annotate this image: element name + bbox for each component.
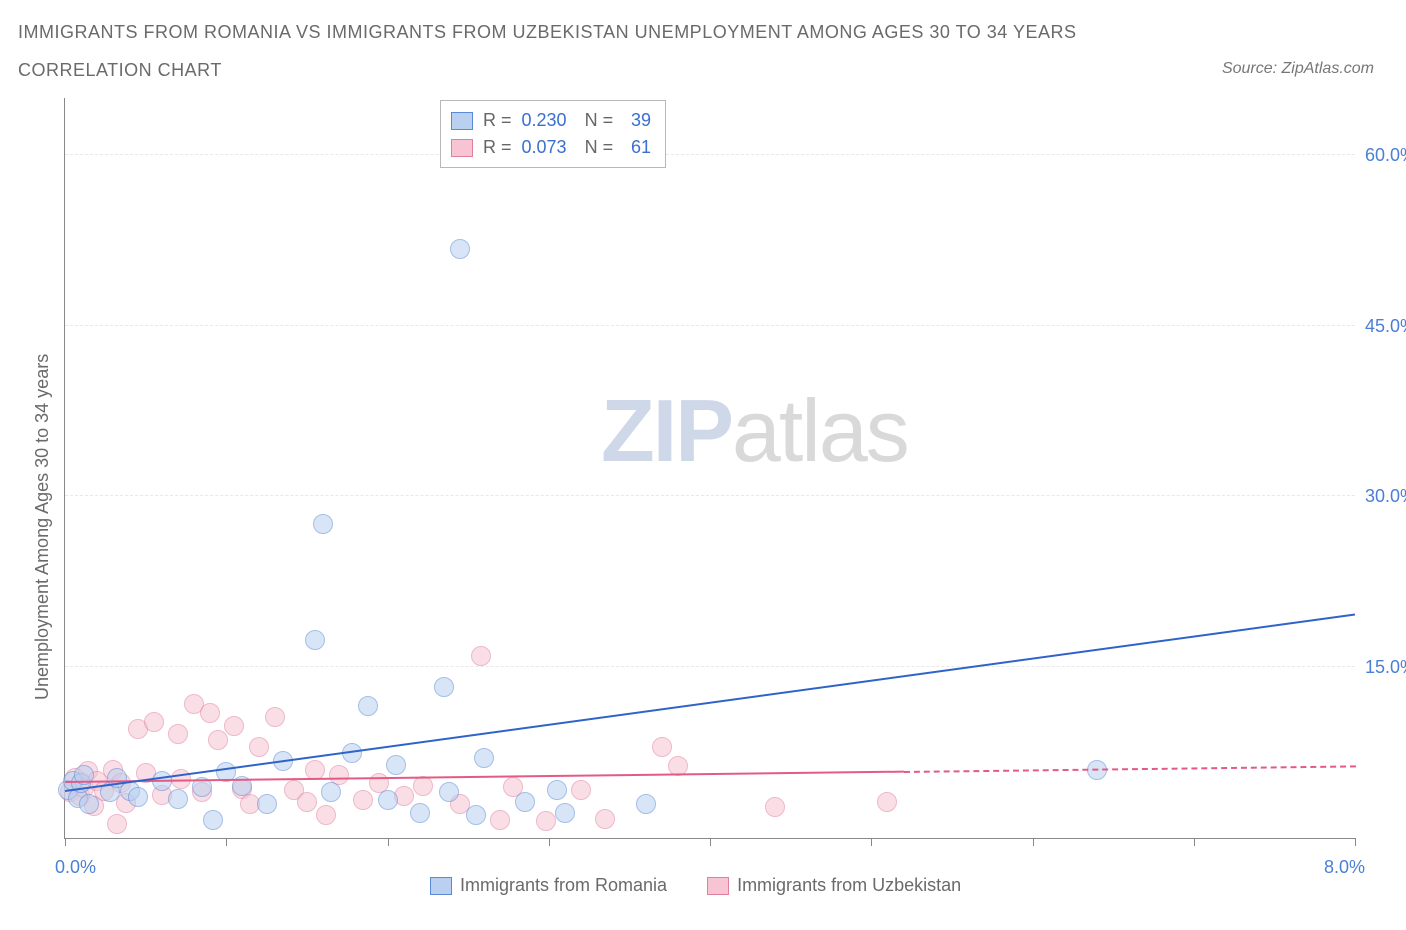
- data-point: [224, 716, 244, 736]
- stat-r-value: 0.073: [522, 134, 567, 161]
- data-point: [378, 790, 398, 810]
- stat-n-value: 61: [623, 134, 651, 161]
- stats-legend-box: R = 0.230 N = 39 R = 0.073 N = 61: [440, 100, 666, 168]
- gridline: [65, 495, 1355, 496]
- stats-row: R = 0.073 N = 61: [451, 134, 651, 161]
- data-point: [208, 730, 228, 750]
- data-point: [265, 707, 285, 727]
- data-point: [128, 787, 148, 807]
- data-point: [305, 760, 325, 780]
- data-point: [536, 811, 556, 831]
- series-swatch: [451, 139, 473, 157]
- data-point: [466, 805, 486, 825]
- stat-r-value: 0.230: [522, 107, 567, 134]
- y-tick-label: 45.0%: [1365, 316, 1406, 337]
- data-point: [636, 794, 656, 814]
- data-point: [353, 790, 373, 810]
- data-point: [107, 814, 127, 834]
- data-point: [316, 805, 336, 825]
- x-axis-max-label: 8.0%: [1324, 857, 1365, 878]
- watermark: ZIPatlas: [601, 380, 908, 482]
- legend-item: Immigrants from Uzbekistan: [707, 875, 961, 896]
- data-point: [386, 755, 406, 775]
- data-point: [200, 703, 220, 723]
- x-tick: [549, 838, 550, 846]
- series-swatch: [451, 112, 473, 130]
- data-point: [434, 677, 454, 697]
- bottom-legend: Immigrants from Romania Immigrants from U…: [430, 875, 961, 896]
- data-point: [321, 782, 341, 802]
- data-point: [765, 797, 785, 817]
- data-point: [652, 737, 672, 757]
- x-tick: [710, 838, 711, 846]
- data-point: [471, 646, 491, 666]
- data-point: [515, 792, 535, 812]
- data-point: [555, 803, 575, 823]
- trend-line: [65, 614, 1355, 792]
- y-tick-label: 15.0%: [1365, 657, 1406, 678]
- data-point: [474, 748, 494, 768]
- data-point: [571, 780, 591, 800]
- stat-n-label: N =: [585, 134, 614, 161]
- trend-line: [903, 765, 1355, 773]
- y-axis-title: Unemployment Among Ages 30 to 34 years: [32, 354, 53, 700]
- data-point: [144, 712, 164, 732]
- legend-item: Immigrants from Romania: [430, 875, 667, 896]
- stat-n-value: 39: [623, 107, 651, 134]
- plot-area: ZIPatlas 0.0% 8.0% 60.0%45.0%30.0%15.0%: [64, 98, 1355, 839]
- stat-r-label: R =: [483, 107, 512, 134]
- watermark-zip: ZIP: [601, 381, 732, 480]
- data-point: [439, 782, 459, 802]
- gridline: [65, 154, 1355, 155]
- watermark-atlas: atlas: [732, 381, 908, 480]
- data-point: [168, 789, 188, 809]
- data-point: [249, 737, 269, 757]
- source-label: Source: ZipAtlas.com: [1222, 60, 1374, 78]
- stats-row: R = 0.230 N = 39: [451, 107, 651, 134]
- y-tick-label: 30.0%: [1365, 486, 1406, 507]
- data-point: [547, 780, 567, 800]
- data-point: [79, 794, 99, 814]
- x-tick: [388, 838, 389, 846]
- data-point: [305, 630, 325, 650]
- x-tick: [1355, 838, 1356, 846]
- chart-title-line2: CORRELATION CHART: [18, 60, 222, 81]
- data-point: [203, 810, 223, 830]
- series-swatch: [430, 877, 452, 895]
- stat-n-label: N =: [585, 107, 614, 134]
- x-tick: [1194, 838, 1195, 846]
- gridline: [65, 325, 1355, 326]
- stat-r-label: R =: [483, 134, 512, 161]
- y-tick-label: 60.0%: [1365, 145, 1406, 166]
- data-point: [257, 794, 277, 814]
- x-tick: [1033, 838, 1034, 846]
- legend-label: Immigrants from Romania: [460, 875, 667, 896]
- data-point: [595, 809, 615, 829]
- data-point: [490, 810, 510, 830]
- data-point: [313, 514, 333, 534]
- series-swatch: [707, 877, 729, 895]
- data-point: [450, 239, 470, 259]
- data-point: [358, 696, 378, 716]
- gridline: [65, 666, 1355, 667]
- x-axis-min-label: 0.0%: [55, 857, 96, 878]
- chart-title-line1: IMMIGRANTS FROM ROMANIA VS IMMIGRANTS FR…: [18, 22, 1077, 43]
- x-tick: [226, 838, 227, 846]
- x-tick: [65, 838, 66, 846]
- data-point: [877, 792, 897, 812]
- x-tick: [871, 838, 872, 846]
- legend-label: Immigrants from Uzbekistan: [737, 875, 961, 896]
- data-point: [410, 803, 430, 823]
- data-point: [168, 724, 188, 744]
- data-point: [297, 792, 317, 812]
